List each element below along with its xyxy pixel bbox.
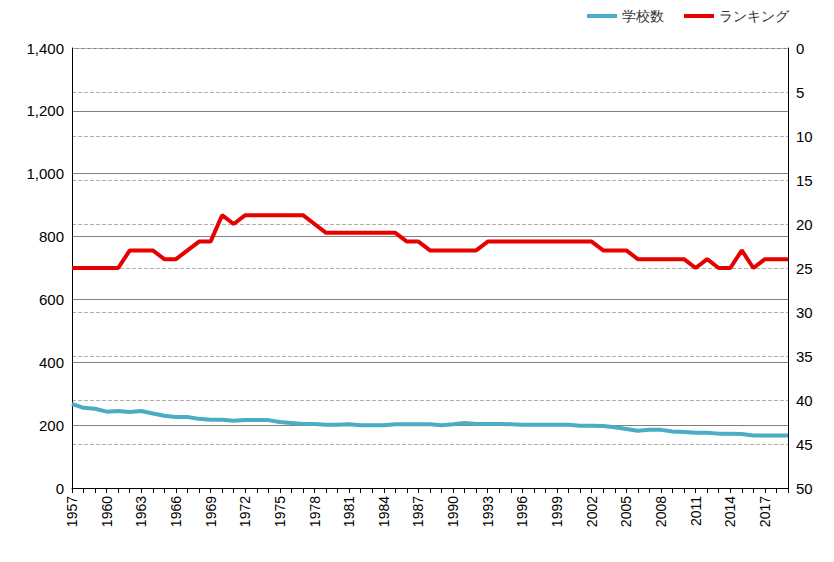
svg-text:10: 10 bbox=[796, 128, 813, 145]
svg-text:1,200: 1,200 bbox=[26, 102, 64, 119]
svg-text:25: 25 bbox=[796, 260, 813, 277]
svg-text:1978: 1978 bbox=[307, 496, 323, 527]
svg-text:2014: 2014 bbox=[722, 496, 738, 527]
svg-text:学校数: 学校数 bbox=[622, 8, 664, 24]
svg-text:2017: 2017 bbox=[757, 496, 773, 527]
svg-text:1987: 1987 bbox=[410, 496, 426, 527]
svg-text:0: 0 bbox=[56, 480, 64, 497]
svg-text:400: 400 bbox=[39, 354, 64, 371]
svg-text:1966: 1966 bbox=[168, 496, 184, 527]
svg-text:2002: 2002 bbox=[584, 496, 600, 527]
svg-text:1957: 1957 bbox=[64, 496, 80, 527]
svg-text:1972: 1972 bbox=[237, 496, 253, 527]
svg-text:20: 20 bbox=[796, 216, 813, 233]
svg-text:5: 5 bbox=[796, 84, 804, 101]
svg-text:600: 600 bbox=[39, 291, 64, 308]
svg-text:2005: 2005 bbox=[618, 496, 634, 527]
svg-text:1,400: 1,400 bbox=[26, 40, 64, 57]
svg-text:1963: 1963 bbox=[133, 496, 149, 527]
svg-text:1960: 1960 bbox=[99, 496, 115, 527]
svg-text:1990: 1990 bbox=[445, 496, 461, 527]
svg-text:35: 35 bbox=[796, 348, 813, 365]
svg-text:1981: 1981 bbox=[341, 496, 357, 527]
svg-text:ランキング: ランキング bbox=[719, 8, 790, 24]
svg-text:50: 50 bbox=[796, 480, 813, 497]
svg-text:15: 15 bbox=[796, 172, 813, 189]
svg-text:30: 30 bbox=[796, 304, 813, 321]
svg-text:1996: 1996 bbox=[514, 496, 530, 527]
svg-text:1999: 1999 bbox=[549, 496, 565, 527]
svg-text:45: 45 bbox=[796, 436, 813, 453]
svg-text:200: 200 bbox=[39, 417, 64, 434]
svg-text:2008: 2008 bbox=[653, 496, 669, 527]
svg-text:2011: 2011 bbox=[688, 496, 704, 526]
svg-text:0: 0 bbox=[796, 40, 804, 57]
svg-text:40: 40 bbox=[796, 392, 813, 409]
svg-text:1975: 1975 bbox=[272, 496, 288, 527]
svg-text:800: 800 bbox=[39, 228, 64, 245]
svg-text:1969: 1969 bbox=[203, 496, 219, 527]
svg-text:1,000: 1,000 bbox=[26, 165, 64, 182]
svg-text:1993: 1993 bbox=[480, 496, 496, 527]
svg-text:1984: 1984 bbox=[376, 496, 392, 527]
